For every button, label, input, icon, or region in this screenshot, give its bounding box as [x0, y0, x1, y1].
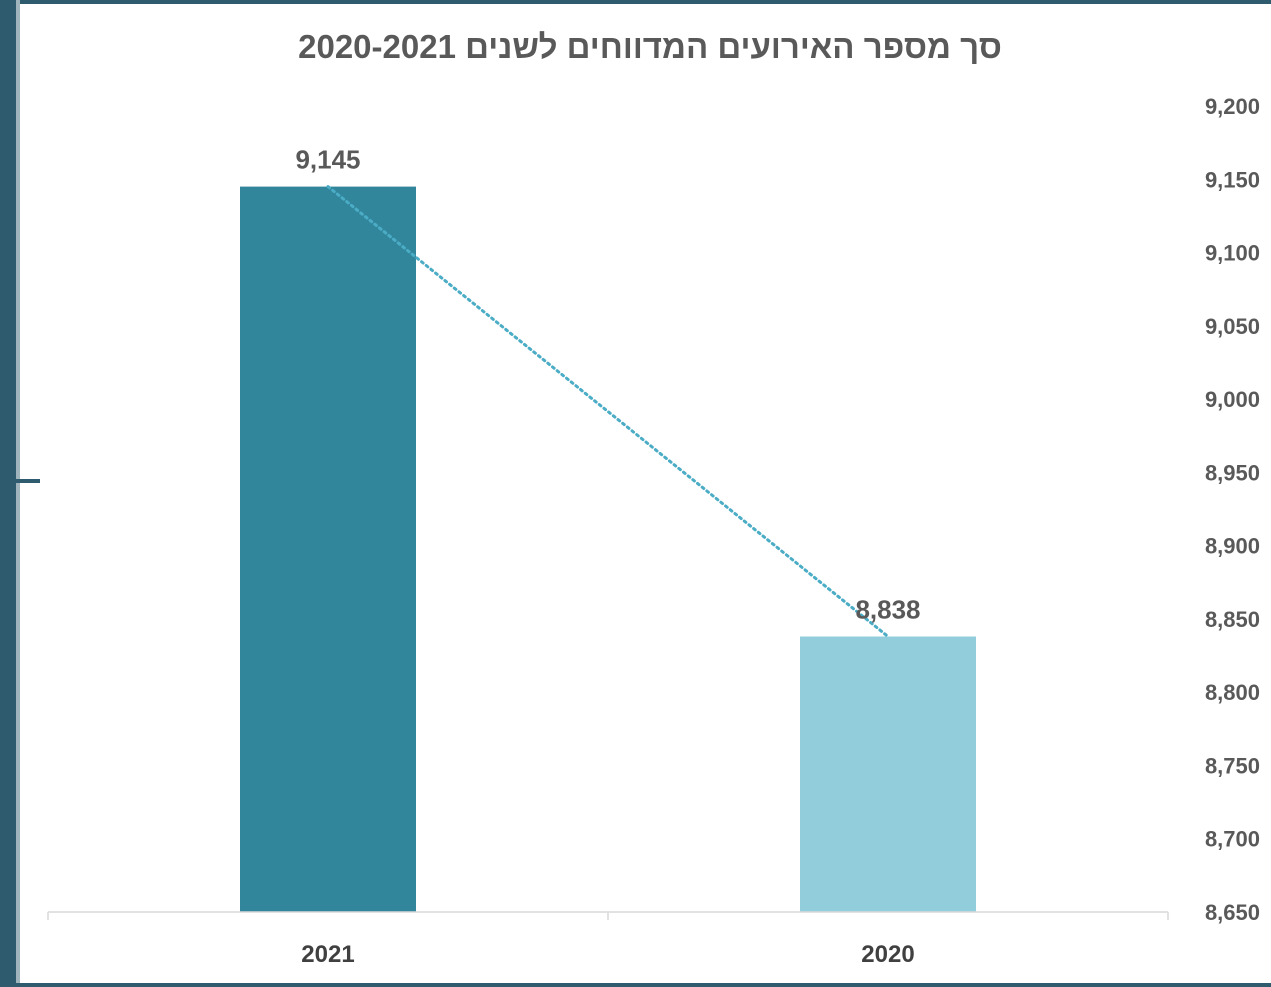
- frame-border-left-inner: [16, 0, 20, 987]
- y-tick-label: 8,950: [1205, 460, 1260, 485]
- y-tick-label: 9,000: [1205, 387, 1260, 412]
- x-category-label: 2020: [861, 941, 914, 968]
- y-tick-label: 8,700: [1205, 827, 1260, 852]
- bar-2021: [240, 186, 416, 913]
- x-axis-category-labels: 2021 2020: [301, 941, 914, 968]
- y-tick-label: 8,750: [1205, 753, 1260, 778]
- y-tick-label: 9,100: [1205, 241, 1260, 266]
- trendline-line: [326, 185, 890, 638]
- y-tick-label: 8,900: [1205, 534, 1260, 559]
- y-tick-label: 8,800: [1205, 680, 1260, 705]
- frame-border-bottom: [0, 983, 1271, 987]
- y-axis-tick-labels: 8,650 8,700 8,750 8,800 8,850 8,900 8,950 9,000…: [1205, 94, 1260, 925]
- frame-side-tick: [0, 479, 40, 483]
- y-tick-label: 9,200: [1205, 94, 1260, 119]
- chart-title: סך מספר האירועים המדווחים לשנים 2020-202…: [298, 28, 1002, 65]
- x-axis: [47, 911, 1169, 920]
- y-tick-label: 9,050: [1205, 314, 1260, 339]
- data-labels: 9,145 8,838: [295, 145, 920, 625]
- bar-2020: [800, 636, 976, 912]
- y-tick-label: 8,850: [1205, 607, 1260, 632]
- trendline: [326, 185, 890, 638]
- bars: [240, 186, 976, 913]
- data-label-2020: 8,838: [855, 594, 920, 624]
- data-label-2021: 9,145: [295, 145, 360, 175]
- y-tick-label: 8,650: [1205, 900, 1260, 925]
- y-tick-label: 9,150: [1205, 167, 1260, 192]
- frame-border-left: [0, 0, 16, 987]
- frame-border-top: [0, 0, 1271, 4]
- x-category-label: 2021: [301, 941, 354, 968]
